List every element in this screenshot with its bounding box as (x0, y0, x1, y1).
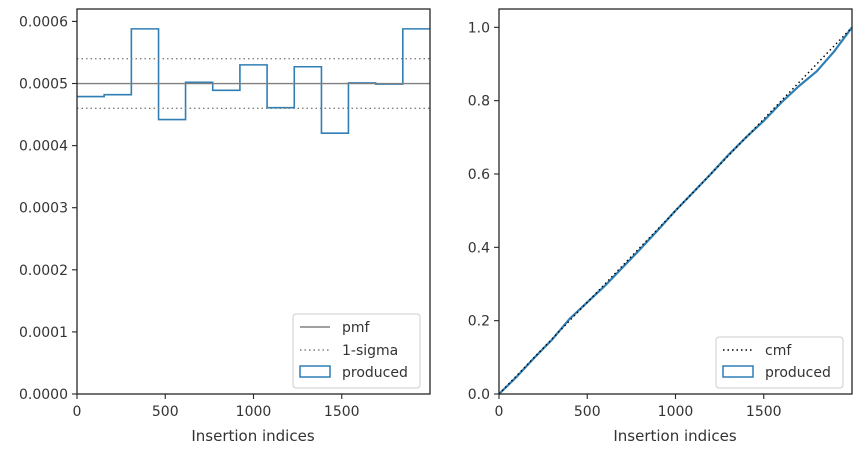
left-xtick-label-1: 500 (152, 404, 179, 420)
right-xtick-label-0: 0 (495, 404, 504, 420)
right-legend: cmf produced (715, 336, 844, 389)
legend-label-produced-right: produced (765, 365, 831, 381)
right-ytick-label-4: 0.8 (468, 94, 490, 110)
left-ticks: 0 500 1000 1500 0.0000 0.0001 0.0002 0.0003 0.00… (19, 14, 360, 420)
left-xlabel: Insertion indices (191, 427, 314, 445)
left-ytick-label-2: 0.0002 (19, 263, 68, 279)
legend-swatch-produced-right (722, 365, 754, 378)
left-ytick-label-5: 0.0005 (19, 77, 68, 93)
right-ytick-label-1: 0.2 (468, 314, 490, 330)
left-ytick-label-4: 0.0004 (19, 139, 68, 155)
right-ytick-label-2: 0.4 (468, 240, 490, 256)
left-legend-box (292, 313, 421, 389)
legend-label-cmf: cmf (765, 343, 792, 359)
legend-label-pmf: pmf (342, 320, 371, 336)
left-legend: pmf 1-sigma produced (292, 313, 421, 389)
right-ytick-label-5: 1.0 (468, 20, 490, 36)
right-xlabel: Insertion indices (613, 427, 736, 445)
right-chart-cmf: 0 500 1000 1500 0.0 0.2 0.4 0.6 0.8 1.0 Insertion… (468, 8, 853, 445)
legend-swatch-produced (299, 365, 331, 378)
right-xtick-label-1: 500 (574, 404, 601, 420)
right-xtick-label-2: 1000 (658, 404, 694, 420)
cmf-line (498, 26, 853, 395)
legend-label-1-sigma: 1-sigma (342, 343, 398, 359)
left-xtick-label-2: 1000 (236, 404, 272, 420)
right-ytick-label-3: 0.6 (468, 167, 490, 183)
right-plot-marks (498, 26, 853, 395)
left-plot-marks (77, 28, 430, 134)
left-xtick-label-3: 1500 (324, 404, 360, 420)
left-xtick-label-0: 0 (73, 404, 82, 420)
right-axes-frame (498, 8, 853, 395)
right-ytick-label-0: 0.0 (468, 387, 490, 403)
left-ytick-label-1: 0.0001 (19, 325, 68, 341)
left-ytick-label-6: 0.0006 (19, 14, 68, 30)
left-ytick-label-0: 0.0000 (19, 387, 68, 403)
left-ytick-label-3: 0.0003 (19, 201, 68, 217)
legend-label-produced: produced (342, 365, 408, 381)
produced-cumulative-series (498, 26, 853, 395)
right-xtick-label-3: 1500 (746, 404, 782, 420)
left-chart-pmf-histogram: 0 500 1000 1500 0.0000 0.0001 0.0002 0.0003 0.00… (19, 8, 431, 445)
produced-step-series (77, 28, 430, 134)
right-legend-box (715, 336, 844, 389)
right-ticks: 0 500 1000 1500 0.0 0.2 0.4 0.6 0.8 1.0 (468, 20, 782, 420)
